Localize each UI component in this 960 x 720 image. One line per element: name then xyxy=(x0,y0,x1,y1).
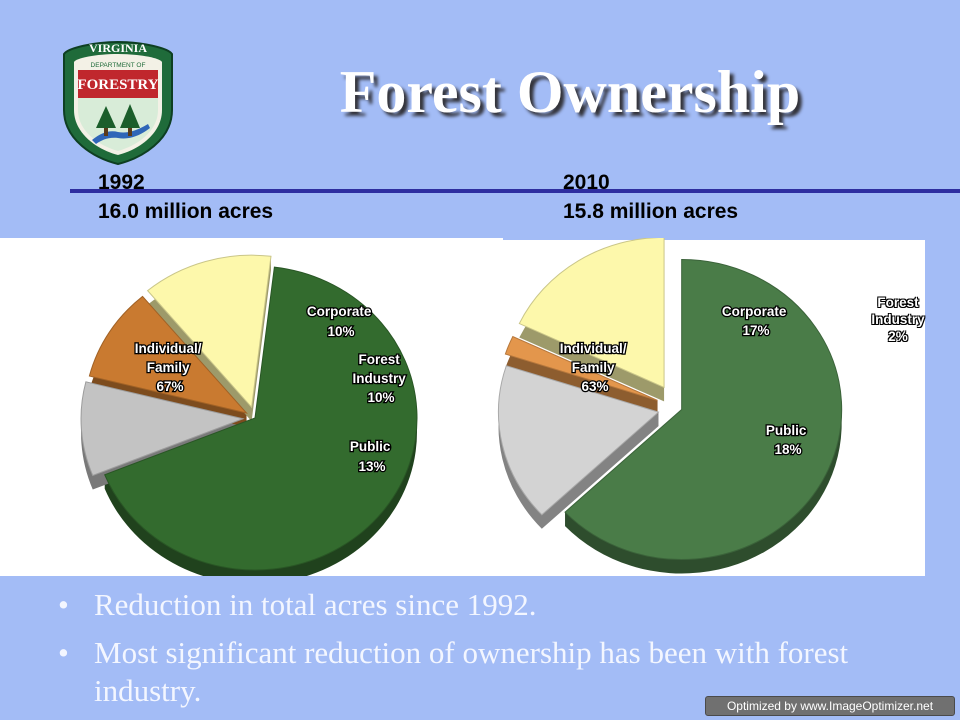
logo-state-text: VIRGINIA xyxy=(89,41,147,55)
header-divider xyxy=(70,189,960,193)
bullet-dot-icon: • xyxy=(58,587,69,622)
label-corporate-2010-value: 17% xyxy=(742,323,769,338)
label-corporate-2010-line1: Corporate xyxy=(722,304,787,319)
left-chart-acres: 16.0 million acres xyxy=(98,200,274,223)
bullet-item: • Reduction in total acres since 1992. xyxy=(58,586,858,624)
label-individual-1992: Individual/ Family 67% xyxy=(135,341,206,394)
pie-2010-slice-public xyxy=(518,238,665,389)
label-individual-2010-value: 63% xyxy=(581,379,608,394)
logo-forestry-text: FORESTRY xyxy=(77,77,158,93)
label-individual-2010-line1: Individual/ xyxy=(560,341,627,356)
pie-chart-2010: Individual/ Family 63% Corporate 17% Pub… xyxy=(497,238,843,574)
label-individual-2010: Individual/ Family 63% xyxy=(560,341,631,394)
bullet-text-2: Most significant reduction of ownership … xyxy=(94,635,849,708)
label-public-2010-value: 18% xyxy=(774,442,801,457)
label-individual-1992-line2: Family xyxy=(147,360,190,375)
label-industry-1992-line2: Industry xyxy=(352,371,406,386)
pie-1992-slice-forest-industry xyxy=(88,295,248,414)
panel-edge xyxy=(503,238,925,240)
left-chart-header: 1992 16.0 million acres xyxy=(98,168,273,226)
pie-1992-slice-corporate xyxy=(80,381,245,477)
pie-2010-slice-forest-industry xyxy=(504,335,658,401)
bullet-list: • Reduction in total acres since 1992. •… xyxy=(58,586,858,720)
pie-2010-slices xyxy=(497,238,843,574)
label-industry-2010-line2: Industry xyxy=(871,312,925,327)
virginia-dof-logo: VIRGINIA DEPARTMENT OF FORESTRY xyxy=(63,40,173,166)
label-industry-2010-value: 2% xyxy=(888,329,908,344)
watermark-badge[interactable]: Optimized by www.ImageOptimizer.net xyxy=(705,696,955,716)
right-chart-acres: 15.8 million acres xyxy=(563,200,739,223)
label-industry-1992-line1: Forest xyxy=(358,352,400,367)
label-individual-1992-value: 67% xyxy=(156,379,183,394)
label-corporate-1992-line1: Corporate xyxy=(307,304,372,319)
pie-2010-labels: Individual/ Family 63% Corporate 17% Pub… xyxy=(558,303,810,459)
pie-chart-1992: Individual/ Family 67% Corporate 10% For… xyxy=(80,254,418,576)
pie-2010-slice-individual-family xyxy=(564,258,843,560)
label-public-2010: Public 18% xyxy=(766,423,810,457)
page-title: Forest Ownership xyxy=(339,59,801,125)
label-industry-1992: Forest Industry 10% xyxy=(352,352,409,405)
charts-panel: Individual/ Family 67% Corporate 10% For… xyxy=(0,238,925,576)
pie-1992-labels: Individual/ Family 67% Corporate 10% For… xyxy=(133,303,409,476)
pie-1992-slice-public xyxy=(146,254,272,409)
label-public-1992: Public 13% xyxy=(350,439,394,474)
right-chart-header: 2010 15.8 million acres xyxy=(563,168,738,226)
label-corporate-2010: Corporate 17% xyxy=(722,304,790,338)
logo-department-text: DEPARTMENT OF xyxy=(91,62,146,69)
pie-1992-slices xyxy=(80,254,418,576)
label-public-1992-line1: Public xyxy=(350,439,391,454)
bullet-item: • Most significant reduction of ownershi… xyxy=(58,634,858,710)
bullet-dot-icon: • xyxy=(58,635,69,670)
left-chart-year: 1992 xyxy=(98,171,145,194)
right-chart-year: 2010 xyxy=(563,171,610,194)
label-corporate-1992-value: 10% xyxy=(327,324,354,339)
label-individual-1992-line1: Individual/ xyxy=(135,341,202,356)
label-industry-2010-line1: Forest xyxy=(877,295,919,310)
label-corporate-1992: Corporate 10% xyxy=(307,304,375,339)
label-individual-2010-line2: Family xyxy=(572,360,615,375)
pie-2010-slice-corporate xyxy=(497,365,660,516)
label-industry-1992-value: 10% xyxy=(367,390,394,405)
label-public-2010-line1: Public xyxy=(766,423,807,438)
label-public-1992-value: 13% xyxy=(358,459,385,474)
pie-1992-slice-individual-family xyxy=(104,266,418,571)
label-industry-2010: Forest Industry 2% xyxy=(860,294,936,345)
bullet-text-1: Reduction in total acres since 1992. xyxy=(94,587,537,622)
